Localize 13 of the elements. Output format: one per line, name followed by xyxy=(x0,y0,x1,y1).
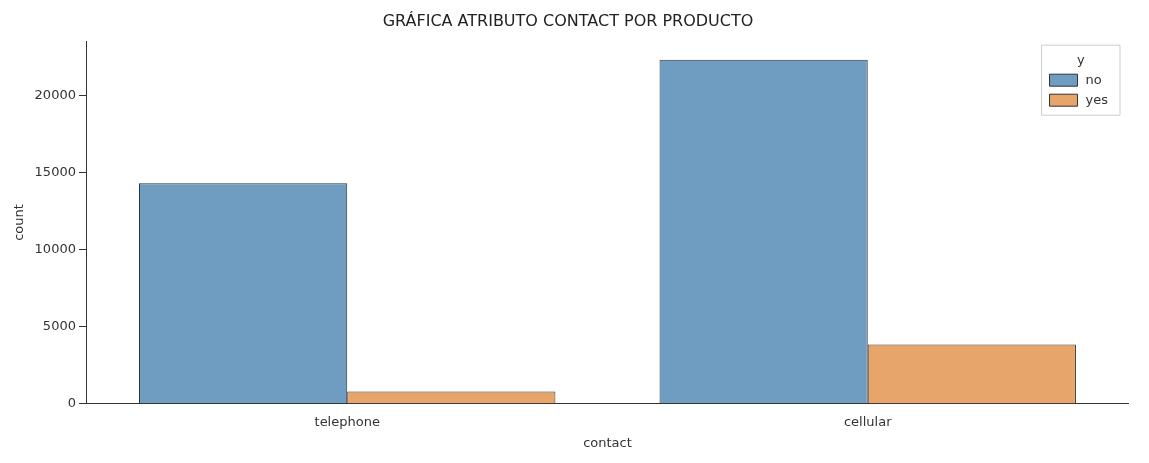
legend-label: yes xyxy=(1085,91,1109,107)
x-axis-title: contact xyxy=(583,434,632,450)
y-tick-label: 20000 xyxy=(34,86,76,102)
y-tick-label: 10000 xyxy=(34,240,76,256)
chart-title: GRÁFICA ATRIBUTO CONTACT POR PRODUCTO xyxy=(382,10,754,30)
y-tick-label: 0 xyxy=(67,395,76,411)
legend-title: y xyxy=(1076,51,1085,67)
legend-label: no xyxy=(1085,71,1102,87)
y-tick-label: 15000 xyxy=(34,163,76,179)
x-tick-label: cellular xyxy=(843,413,893,429)
x-tick-label: telephone xyxy=(314,413,380,429)
y-tick-label: 5000 xyxy=(42,318,76,334)
y-axis-title: count xyxy=(11,204,27,241)
